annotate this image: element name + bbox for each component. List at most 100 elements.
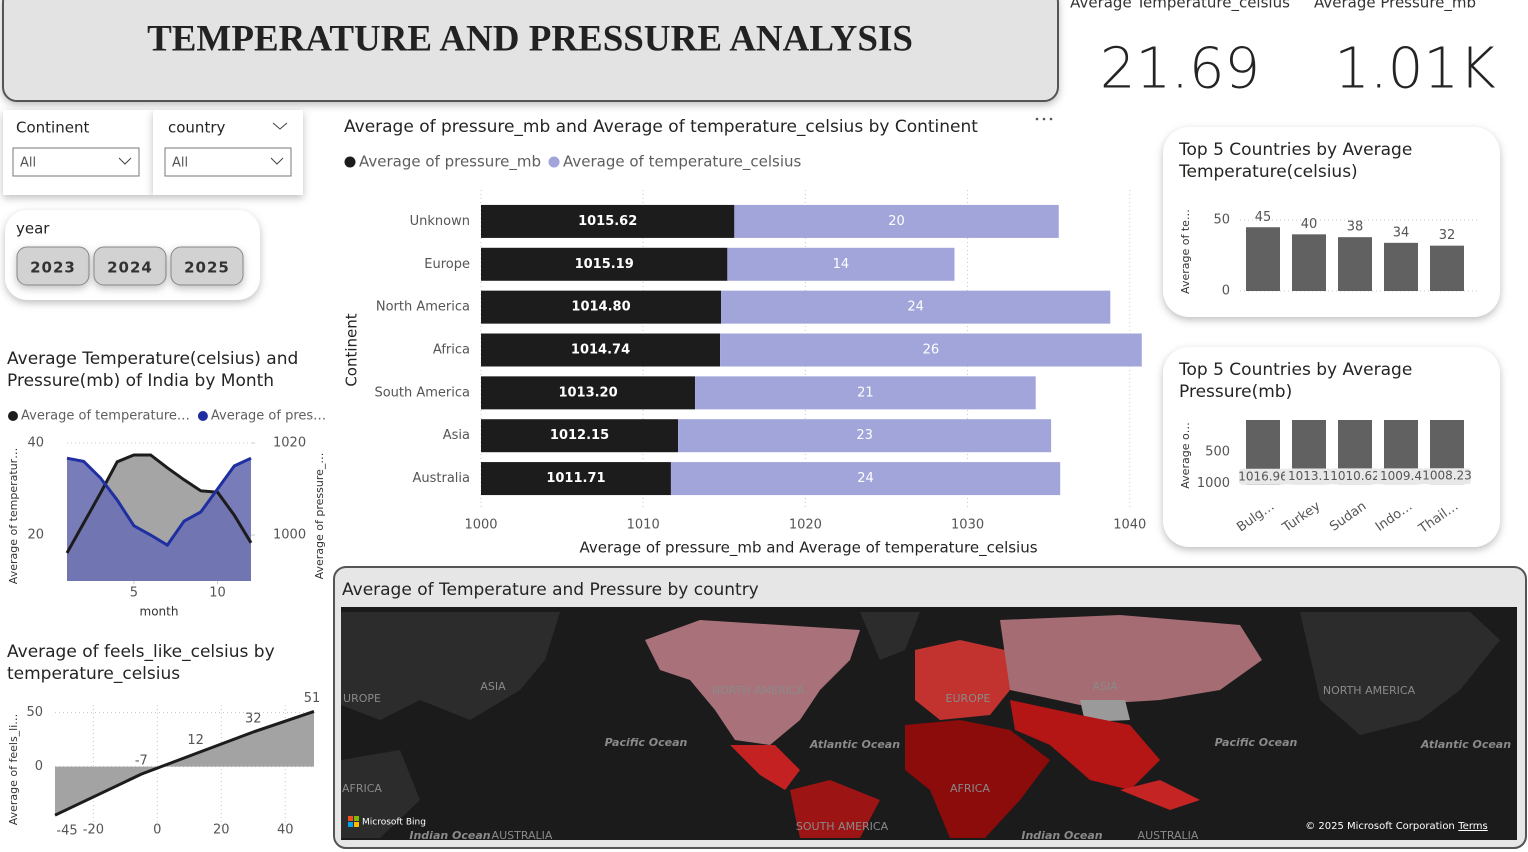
legend-label: Average of pres… — [211, 409, 326, 424]
data-label: 1013.20 — [558, 385, 617, 400]
data-label: 12 — [187, 733, 204, 748]
y-tick-label: 1000 — [1197, 476, 1230, 491]
bing-logo — [354, 822, 359, 827]
year-buttons: 2023 2024 2025 — [16, 246, 244, 286]
year-button-label: 2024 — [107, 259, 153, 277]
year-button[interactable] — [93, 246, 167, 286]
x-tick-label: 1040 — [1113, 518, 1146, 533]
axis-title: Average of te… — [1179, 209, 1192, 294]
data-label: 1011.71 — [546, 471, 605, 486]
map-label: Indian Ocean — [409, 829, 490, 842]
map-provider: Microsoft Bing — [362, 818, 426, 828]
legend-marker — [548, 156, 560, 168]
bar-segment — [481, 419, 679, 453]
map-label: Indian Ocean — [1021, 829, 1102, 842]
data-label: 32 — [1439, 228, 1456, 243]
y-tick-label: Australia — [412, 471, 470, 486]
x-tick-label: 1030 — [951, 518, 984, 533]
legend-label: Average of pressure_mb — [359, 153, 541, 172]
land — [1120, 780, 1200, 810]
bar — [1338, 237, 1372, 291]
data-label: 38 — [1347, 220, 1364, 235]
bar-segment — [481, 247, 728, 281]
data-label: 32 — [245, 712, 262, 727]
x-tick-label: 1020 — [789, 518, 822, 533]
data-label: 26 — [923, 343, 940, 358]
land — [1300, 612, 1500, 735]
map-label: SOUTH AMERICA — [796, 820, 889, 833]
axis-title: Average o… — [1179, 422, 1192, 488]
year-button-label: 2023 — [30, 259, 76, 277]
map-label: NORTH AMERICA — [1323, 684, 1416, 697]
map-terms[interactable]: Terms — [1457, 821, 1487, 832]
card-value: 1.01K — [1334, 36, 1496, 101]
data-label: 14 — [833, 257, 850, 272]
axis-title: month — [140, 605, 179, 619]
legend-marker — [8, 411, 18, 421]
x-tick-label: 1010 — [627, 518, 660, 533]
dropdown[interactable] — [12, 147, 140, 177]
page-title: TEMPERATURE AND PRESSURE ANALYSIS — [147, 18, 913, 59]
data-label-box — [1285, 468, 1333, 485]
x-tick-label: 40 — [277, 823, 294, 838]
year-button[interactable] — [16, 246, 90, 286]
y-tick-label: 500 — [1205, 444, 1230, 459]
y-tick-label: 50 — [26, 705, 43, 720]
land — [915, 640, 1010, 720]
legend-marker — [197, 411, 208, 421]
axis-title: Average of temperatur… — [7, 448, 20, 584]
x-tick-label: 1000 — [464, 518, 497, 533]
chevron[interactable] — [272, 122, 288, 130]
card-label: Average Temperature_celsius — [1070, 0, 1290, 13]
bar-segment — [670, 462, 1061, 496]
map-title: Average of Temperature and Pressure by c… — [342, 580, 759, 600]
map-label: AUSTRALIA — [492, 829, 553, 842]
data-label-box — [1377, 468, 1425, 485]
x-tick-label: 0 — [153, 823, 161, 838]
land — [1010, 700, 1160, 790]
map-copyright: © 2025 Microsoft Corporation — [1305, 821, 1455, 832]
y-tick-label: South America — [374, 385, 470, 400]
data-label: 45 — [1255, 210, 1272, 225]
axis-title: Average of pressure_mb and Average of te… — [579, 539, 1037, 558]
data-label: 24 — [857, 471, 874, 486]
y-tick-label: 20 — [27, 528, 44, 543]
y2-tick-label: 1000 — [273, 528, 306, 543]
x-tick-label: 10 — [209, 586, 226, 601]
bar-segment — [720, 333, 1142, 367]
chart-panel — [1163, 347, 1500, 547]
data-label: 23 — [856, 428, 873, 443]
dropdown[interactable] — [164, 147, 292, 177]
y-tick-label: 0 — [1222, 284, 1230, 299]
y-tick-label: Europe — [424, 257, 470, 272]
bar — [1292, 234, 1326, 291]
land — [790, 780, 880, 838]
land — [341, 750, 420, 838]
line — [66, 456, 252, 548]
legend-marker — [344, 156, 356, 168]
land — [1000, 615, 1262, 705]
slicer-title: year — [16, 220, 50, 238]
chart-title: Average of pressure_mb and Average of te… — [344, 117, 978, 137]
land — [341, 612, 560, 720]
bar-segment — [678, 419, 1052, 453]
more-dot[interactable] — [1035, 117, 1039, 121]
y-tick-label: 0 — [35, 759, 43, 774]
data-label: 34 — [1393, 225, 1410, 240]
chart-title: Top 5 Countries by Average Temperature(c… — [1179, 140, 1413, 182]
y-tick-label: 40 — [27, 436, 44, 451]
map-label: Atlantic Ocean — [1420, 738, 1511, 751]
year-button[interactable] — [170, 246, 244, 286]
more-dot[interactable] — [1049, 117, 1053, 121]
more-dot[interactable] — [1042, 117, 1046, 121]
map-label: Pacific Ocean — [1215, 736, 1298, 749]
bing-logo — [348, 822, 353, 827]
data-label: 51 — [304, 691, 321, 706]
land — [1080, 700, 1130, 722]
y-tick-label: 50 — [1213, 213, 1230, 228]
area — [55, 711, 314, 816]
axis-title: Average of pressure_… — [313, 453, 326, 580]
data-label: 1014.80 — [571, 300, 630, 315]
